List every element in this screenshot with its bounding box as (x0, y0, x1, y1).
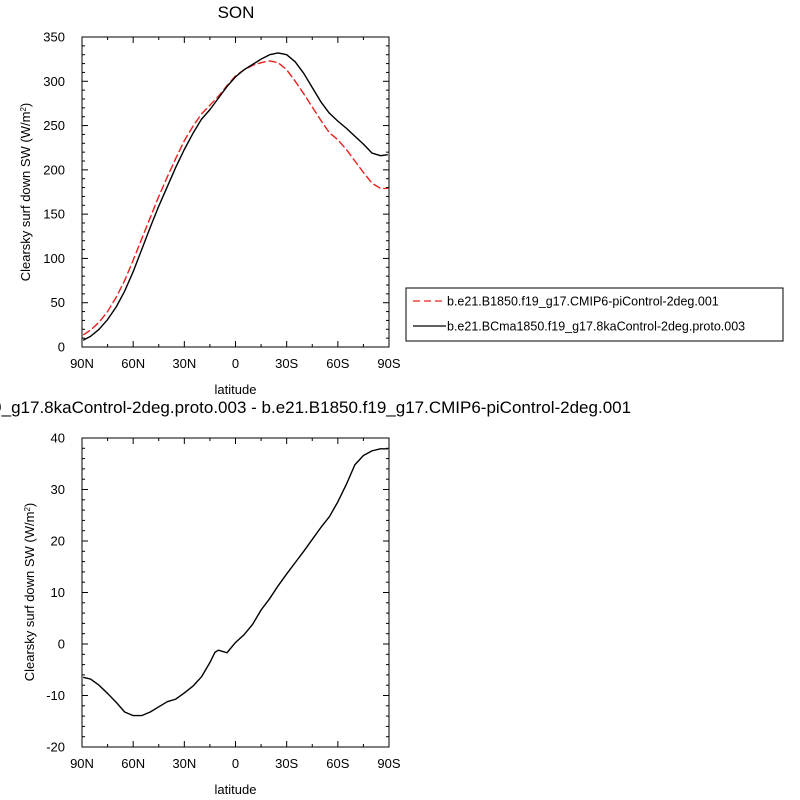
top-chart-x-axis-label: latitude (215, 382, 257, 397)
y-tick-label: 0 (58, 637, 65, 652)
y-tick-label: 350 (43, 30, 65, 45)
top-chart-series-layer (83, 52, 388, 341)
bottom-chart-ticks: 90N 60N 30N 0 30S 60S 90S -20 -10 0 10 20 30 40 (46, 431, 401, 772)
y-tick-label: 300 (43, 74, 65, 89)
y-tick-label: 30 (51, 482, 65, 497)
y-tick-label: -20 (46, 740, 65, 755)
x-tick-label: 60N (121, 756, 145, 771)
bottom-chart-x-axis-label: latitude (215, 782, 257, 797)
top-chart-plot-frame (81, 36, 390, 348)
x-tick-label: 0 (232, 356, 239, 371)
y-tick-label: 200 (43, 162, 65, 177)
y-tick-label: 10 (51, 585, 65, 600)
y-tick-label: 20 (51, 534, 65, 549)
y-tick-label: 40 (51, 431, 65, 446)
series-line-2 (83, 52, 388, 341)
x-tick-label: 60S (326, 756, 349, 771)
x-tick-label: 90N (70, 756, 94, 771)
x-tick-label: 60N (121, 356, 145, 371)
x-tick-label: 30S (275, 756, 298, 771)
x-tick-label: 30S (275, 356, 298, 371)
y-tick-label: -10 (46, 688, 65, 703)
x-tick-label: 60S (326, 356, 349, 371)
series-line-1 (83, 60, 388, 336)
top-chart-title: SON (218, 3, 255, 22)
x-tick-label: 0 (232, 756, 239, 771)
series-line-1 (83, 448, 388, 717)
legend-label-series-2: b.e21.BCma1850.f19_g17.8kaControl-2deg.p… (447, 320, 745, 334)
y-tick-label: 250 (43, 118, 65, 133)
x-tick-label: 30N (172, 756, 196, 771)
x-tick-label: 90S (377, 356, 400, 371)
top-chart: SON 90N 60N 30N 0 30S 60S 90S 0 50 100 150 200 250 30… (18, 3, 784, 397)
y-tick-label: 100 (43, 251, 65, 266)
bottom-chart: b.e21.BCma1850.f19_g17.8kaControl-2deg.p… (0, 398, 631, 797)
bottom-chart-series-layer (83, 448, 388, 717)
x-tick-label: 90S (377, 756, 400, 771)
top-chart-legend: b.e21.B1850.f19_g17.CMIP6-piControl-2deg… (405, 287, 784, 342)
x-tick-label: 30N (172, 356, 196, 371)
x-tick-label: 90N (70, 356, 94, 371)
legend-box (405, 287, 784, 342)
top-chart-y-axis-label: Clearsky surf down SW (W/m2) (18, 103, 33, 282)
y-tick-label: 50 (51, 295, 65, 310)
y-tick-label: 0 (58, 340, 65, 355)
top-chart-ticks: 90N 60N 30N 0 30S 60S 90S 0 50 100 150 200 250 300 350 (43, 30, 401, 372)
bottom-chart-plot-frame (81, 437, 390, 748)
bottom-chart-title: b.e21.BCma1850.f19_g17.8kaControl-2deg.p… (0, 398, 631, 417)
y-tick-label: 150 (43, 207, 65, 222)
bottom-chart-y-axis-label: Clearsky surf down SW (W/m2) (22, 503, 37, 682)
legend-label-series-1: b.e21.B1850.f19_g17.CMIP6-piControl-2deg… (447, 295, 719, 309)
